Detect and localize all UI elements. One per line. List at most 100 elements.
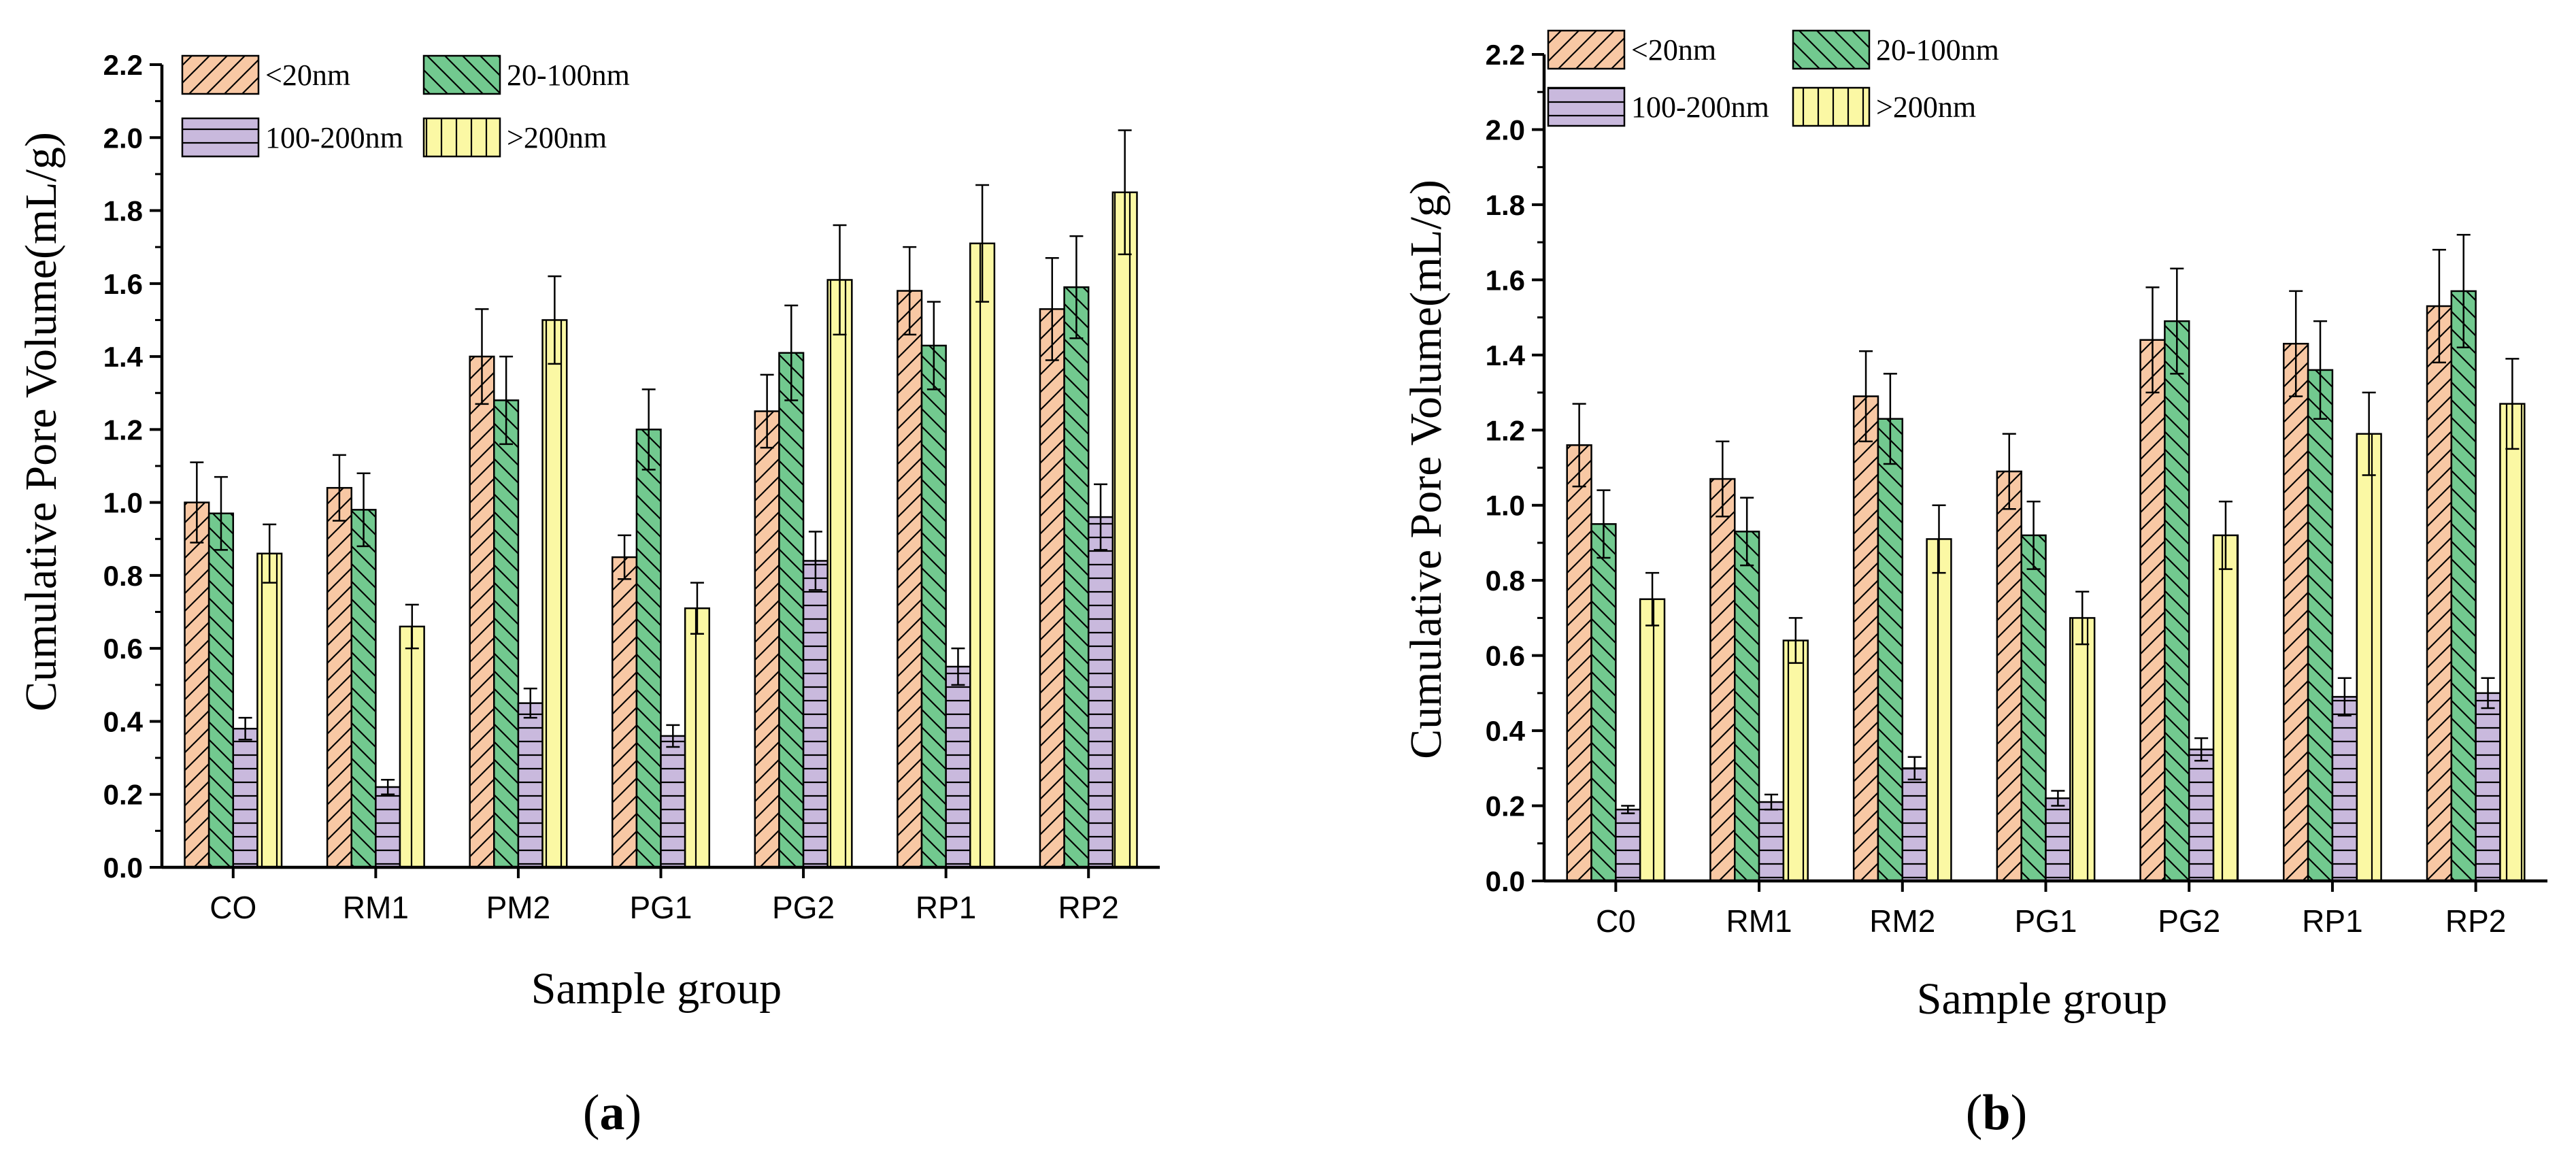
panel-label: (b)	[1966, 1085, 2027, 1141]
x-axis-title: Sample group	[531, 964, 782, 1014]
x-axis-title: Sample group	[1917, 974, 2167, 1024]
legend-swatch-outline	[422, 54, 501, 95]
bar-outline	[611, 556, 638, 869]
y-tick-label: 1.2	[1486, 414, 1525, 446]
bar-outline	[2020, 534, 2047, 882]
legend-swatch-outline	[422, 117, 501, 158]
y-tick-label: 0.6	[1486, 640, 1525, 672]
bar-outline	[1852, 395, 1879, 882]
y-tick-label: 1.6	[1486, 264, 1525, 296]
y-tick-label: 2.2	[103, 49, 143, 81]
x-tick-label: RM1	[343, 890, 409, 925]
chart-panel-a: 0.0 0.2 0.4 0.6 0.8 1.0 1.2 1.4 1.6 1.8 2.0 2.2 CO R…	[16, 49, 1160, 1141]
bar-outline	[1926, 538, 1952, 882]
legend-label: <20nm	[265, 59, 350, 92]
x-tick-label: CO	[210, 890, 256, 925]
y-tick-label: 0.4	[1486, 715, 1526, 747]
x-tick-label: C0	[1596, 903, 1636, 939]
y-tick-label: 1.4	[1486, 339, 1526, 371]
bar-outline	[2139, 339, 2166, 882]
chart-panel-b: 0.0 0.2 0.4 0.6 0.8 1.0 1.2 1.4 1.6 1.8 2.0 2.2 C0 R…	[1401, 29, 2547, 1141]
bar-outline	[1901, 767, 1928, 882]
legend: <20nm 20-100nm 100-200nm >200nm	[181, 54, 630, 158]
bar-outline	[517, 702, 543, 869]
bar-outline	[1877, 418, 1904, 882]
legend-label: >200nm	[1876, 90, 1976, 124]
x-tick-label: RM1	[1726, 903, 1792, 939]
bar-group	[184, 191, 1138, 869]
legend-swatch-outline	[1547, 86, 1626, 127]
x-tick-label: PG1	[2014, 903, 2077, 939]
bar-outline	[2164, 320, 2190, 882]
error-bar-group	[190, 129, 1132, 795]
bar-outline	[1996, 470, 2022, 882]
y-tick-label: 0.2	[103, 779, 143, 811]
bar-outline	[1063, 286, 1090, 869]
bar-outline	[232, 727, 258, 869]
y-tick-label: 0.0	[103, 852, 143, 884]
legend-swatch-outline	[1547, 29, 1626, 70]
bar-outline	[1758, 801, 1785, 882]
bar-outline	[184, 501, 210, 869]
bar-outline	[635, 429, 662, 869]
y-axis-title: Cumulative Pore Volume(mL/g)	[1401, 180, 1451, 759]
bar-outline	[897, 290, 923, 869]
bar-outline	[350, 509, 377, 869]
bar-outline	[256, 552, 283, 869]
y-tick-label: 0.8	[1486, 565, 1525, 597]
axes	[1532, 53, 2547, 892]
x-tick-label: PG2	[772, 890, 835, 925]
legend-label: <20nm	[1631, 33, 1716, 67]
bar-outline	[541, 319, 568, 869]
legend-label: 100-200nm	[1631, 90, 1769, 124]
bar-outline	[1087, 516, 1114, 869]
y-tick-label: 0.2	[1486, 790, 1525, 822]
x-tick-label: RM2	[1869, 903, 1935, 939]
bar-outline	[1039, 308, 1065, 869]
bar-outline	[802, 560, 829, 869]
y-tick-label: 1.0	[1486, 490, 1525, 522]
y-tick-label: 2.2	[1486, 39, 1525, 71]
bar-outline	[469, 355, 495, 869]
x-tick-label: PG1	[629, 890, 692, 925]
y-tick-label: 0.4	[103, 705, 144, 737]
bar-outline	[1566, 444, 1592, 882]
bar-outline	[826, 279, 853, 869]
bar-group	[1566, 290, 2526, 882]
bar-outline	[207, 512, 235, 869]
bar-outline	[375, 786, 401, 869]
bar-outline	[2331, 696, 2358, 882]
bar-outline	[945, 665, 971, 869]
bar-outline	[920, 344, 947, 869]
bar-outline	[2499, 403, 2526, 882]
bar-outline	[2426, 305, 2453, 882]
bar-outline	[1111, 191, 1138, 869]
legend: <20nm 20-100nm 100-200nm >200nm	[1547, 29, 1999, 127]
bar-outline	[399, 625, 425, 869]
bar-outline	[2475, 692, 2501, 882]
legend-label: 20-100nm	[1876, 33, 1999, 67]
y-tick-label: 1.0	[103, 487, 143, 519]
x-tick-label: RP2	[2445, 903, 2506, 939]
x-tick-label: PG2	[2158, 903, 2220, 939]
x-tick-label: RP1	[916, 890, 976, 925]
legend-swatch-outline	[1792, 29, 1871, 70]
legend-label: 20-100nm	[507, 59, 630, 92]
legend-swatch-outline	[1792, 86, 1871, 127]
y-tick-label: 1.8	[1486, 189, 1525, 221]
y-tick-labels: 0.0 0.2 0.4 0.6 0.8 1.0 1.2 1.4 1.6 1.8 2.0 2.2	[1486, 39, 1526, 897]
panel-label: (a)	[583, 1085, 641, 1141]
y-tick-label: 1.2	[103, 414, 143, 446]
bar-outline	[2188, 748, 2215, 882]
y-axis-title: Cumulative Pore Volume(mL/g)	[16, 132, 66, 712]
legend-label: 100-200nm	[265, 121, 403, 154]
bar-outline	[493, 399, 520, 869]
bar-outline	[1782, 639, 1809, 882]
y-tick-label: 0.8	[103, 560, 143, 592]
x-tick-labels: CO RM1 PM2 PG1 PG2 RP1 RP2	[210, 890, 1119, 925]
bar-outline	[2069, 617, 2096, 882]
bar-outline	[2283, 343, 2309, 882]
bar-outline	[326, 486, 352, 869]
